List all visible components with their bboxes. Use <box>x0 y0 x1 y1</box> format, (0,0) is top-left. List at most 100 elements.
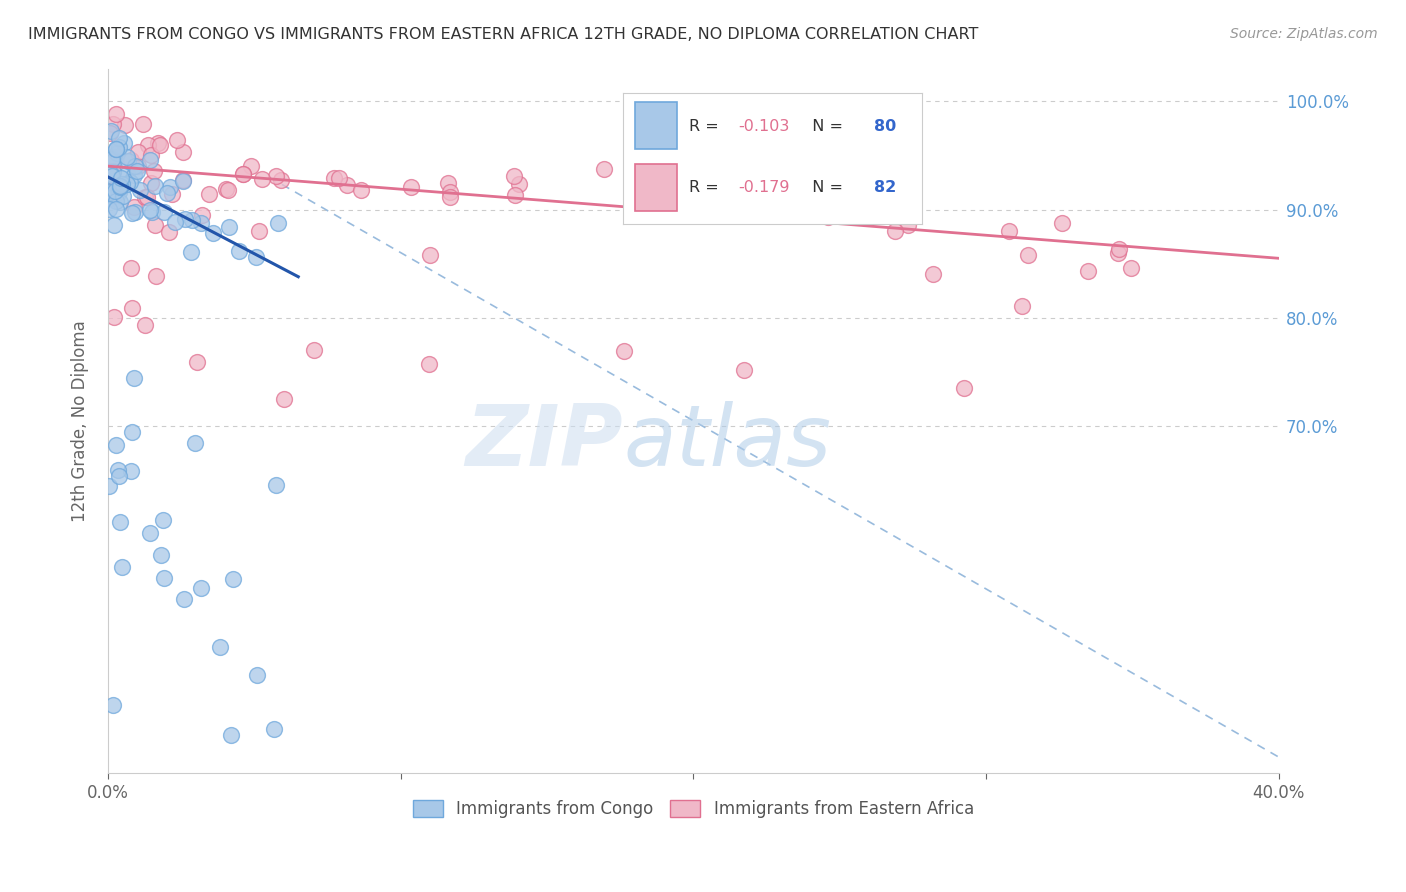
Point <box>121 425 143 439</box>
Point <box>103 153 125 167</box>
Point <box>336 178 359 193</box>
Point <box>650 158 672 172</box>
Point <box>125 164 148 178</box>
Point <box>98 479 121 493</box>
Point <box>111 559 134 574</box>
Point <box>138 203 160 218</box>
Point <box>773 203 796 218</box>
Point <box>105 202 128 217</box>
Point <box>141 176 163 190</box>
Point <box>897 219 920 233</box>
Point <box>97 184 120 198</box>
Point <box>120 175 142 189</box>
Point <box>98 186 121 200</box>
Point <box>103 698 125 712</box>
Text: IMMIGRANTS FROM CONGO VS IMMIGRANTS FROM EASTERN AFRICA 12TH GRADE, NO DIPLOMA C: IMMIGRANTS FROM CONGO VS IMMIGRANTS FROM… <box>28 27 979 42</box>
Point <box>218 220 240 235</box>
Point <box>122 370 145 384</box>
Point <box>883 224 905 238</box>
Point <box>439 190 461 204</box>
Point <box>1017 248 1039 262</box>
Point <box>136 137 159 152</box>
Point <box>186 355 208 369</box>
Point <box>998 224 1021 238</box>
Point <box>636 188 658 202</box>
Point <box>953 381 976 395</box>
Point <box>97 169 120 184</box>
Point <box>100 124 122 138</box>
Point <box>503 169 526 184</box>
Point <box>134 318 156 332</box>
Point <box>111 189 134 203</box>
Point <box>668 158 690 172</box>
Point <box>143 164 166 178</box>
Point <box>101 169 124 183</box>
Point <box>134 190 156 204</box>
Point <box>163 215 186 229</box>
Point <box>105 438 128 452</box>
Point <box>266 217 288 231</box>
Point <box>101 152 124 166</box>
Point <box>419 248 441 262</box>
Point <box>191 208 214 222</box>
Point <box>264 478 287 492</box>
Point <box>1119 261 1142 276</box>
Point <box>180 244 202 259</box>
Point <box>1011 299 1033 313</box>
Point <box>114 119 136 133</box>
Point <box>121 206 143 220</box>
Point <box>232 167 254 181</box>
Point <box>108 179 131 194</box>
Point <box>247 224 270 238</box>
Point <box>172 173 194 187</box>
Point <box>139 153 162 168</box>
Point <box>110 178 132 192</box>
Y-axis label: 12th Grade, No Diploma: 12th Grade, No Diploma <box>72 320 89 522</box>
Point <box>149 138 172 153</box>
Point <box>250 172 273 186</box>
Legend: Immigrants from Congo, Immigrants from Eastern Africa: Immigrants from Congo, Immigrants from E… <box>406 794 980 825</box>
Point <box>209 640 232 654</box>
Text: Source: ZipAtlas.com: Source: ZipAtlas.com <box>1230 27 1378 41</box>
Point <box>129 183 152 197</box>
Point <box>152 513 174 527</box>
Point <box>104 142 127 156</box>
Point <box>322 171 344 186</box>
Point <box>112 136 135 151</box>
Point <box>898 203 921 218</box>
Point <box>98 126 121 140</box>
Point <box>107 180 129 194</box>
Point <box>508 178 530 192</box>
Point <box>304 343 326 358</box>
Point <box>122 169 145 183</box>
Point <box>172 174 194 188</box>
Point <box>270 173 292 187</box>
Point <box>143 179 166 194</box>
Point <box>222 572 245 586</box>
Point <box>184 436 207 450</box>
Point <box>139 526 162 541</box>
Point <box>101 117 124 131</box>
Point <box>215 182 238 196</box>
Point <box>156 186 179 200</box>
Point <box>401 179 423 194</box>
Point <box>100 191 122 205</box>
Point <box>245 250 267 264</box>
Point <box>160 186 183 201</box>
Point <box>613 344 636 359</box>
Point <box>117 177 139 191</box>
Point <box>145 218 167 232</box>
Point <box>503 188 526 202</box>
Point <box>1077 263 1099 277</box>
Point <box>103 310 125 324</box>
Point <box>108 180 131 194</box>
Point <box>173 212 195 227</box>
Point <box>139 147 162 161</box>
Point <box>105 146 128 161</box>
Point <box>122 200 145 214</box>
Point <box>418 357 440 371</box>
Point <box>855 186 877 200</box>
Point <box>437 176 460 190</box>
Point <box>105 194 128 209</box>
Point <box>108 140 131 154</box>
